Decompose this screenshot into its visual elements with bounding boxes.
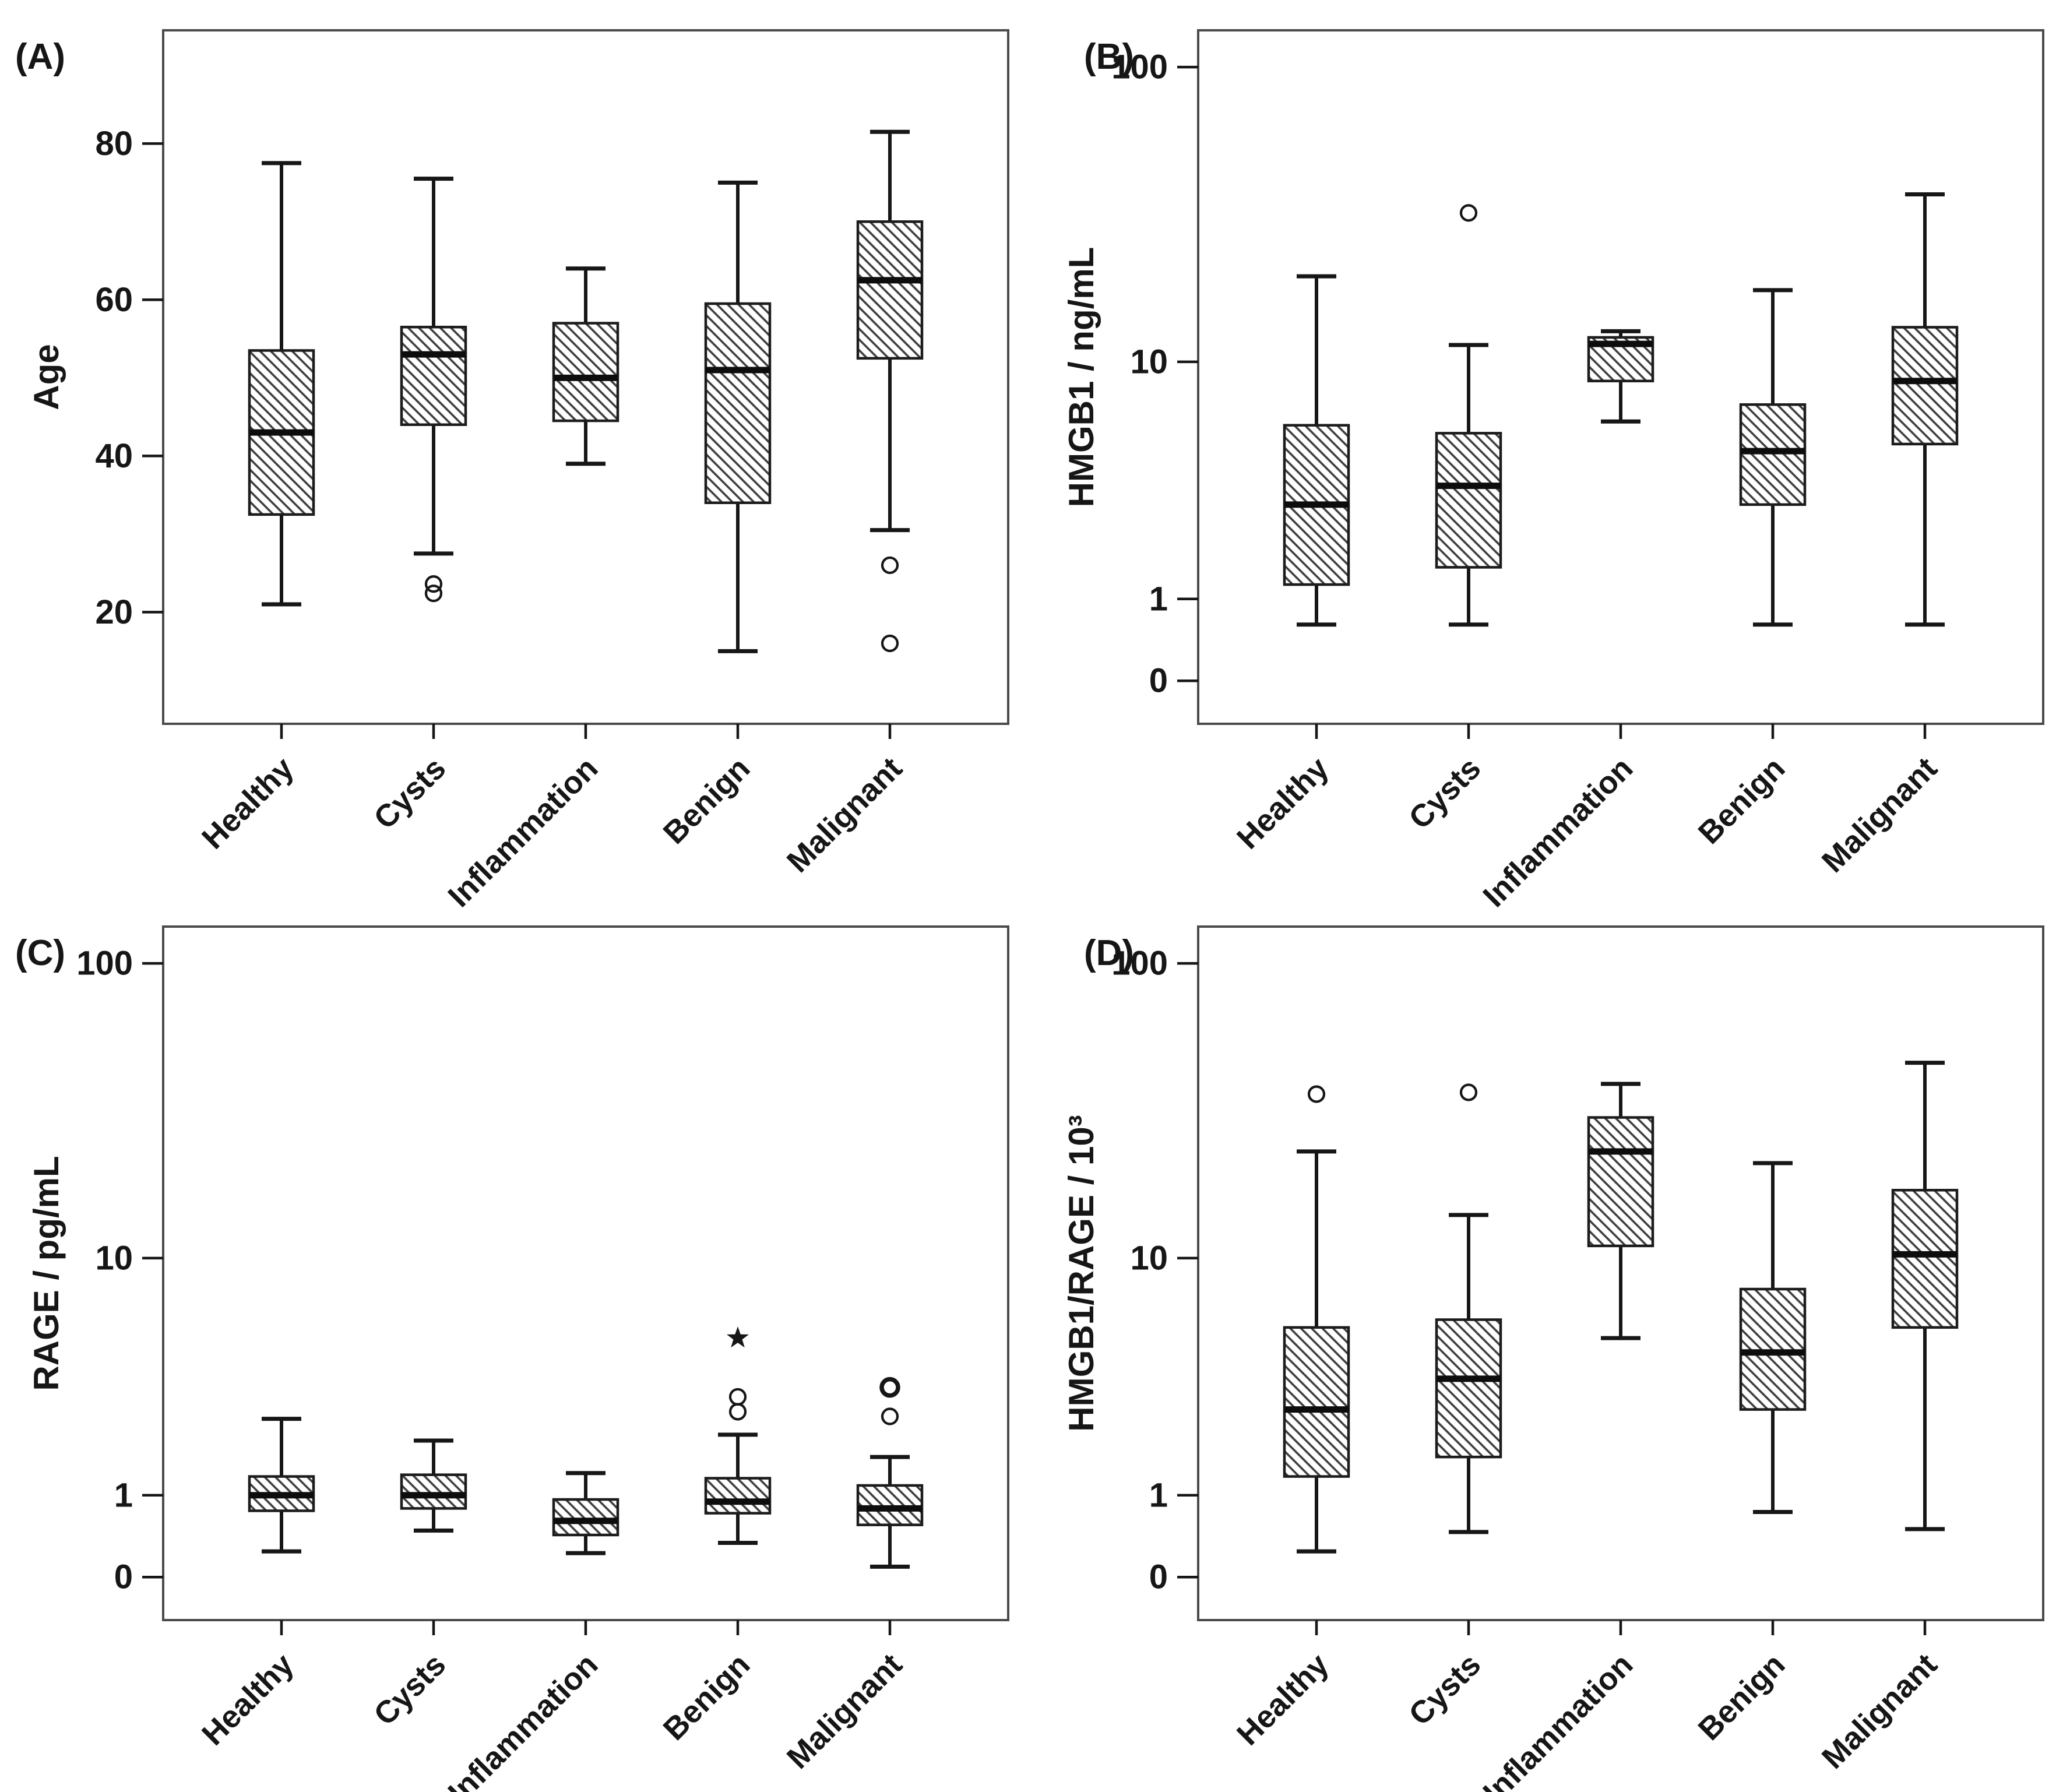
boxplot-benign xyxy=(704,180,772,653)
y-axis-title: HMGB1 / ng/mL xyxy=(1062,247,1101,508)
y-tick-label: 0 xyxy=(1149,662,1168,700)
y-tick-label: 1 xyxy=(1149,1476,1168,1514)
category-label: Cysts xyxy=(367,751,452,836)
panel-b: (B) HMGB1 / ng/mL 100 10 1 0 Healthy Cysts Infla… xyxy=(1035,0,2070,914)
outlier-circle xyxy=(424,585,443,603)
y-tick-label: 10 xyxy=(1130,343,1168,381)
outlier-circle xyxy=(881,634,899,653)
boxplot-cysts xyxy=(400,1438,467,1533)
boxplot-malignant xyxy=(1891,192,1959,627)
boxplot-malignant xyxy=(856,1376,924,1569)
category-label: Benign xyxy=(657,1647,757,1747)
iqr-box xyxy=(856,220,924,360)
iqr-box xyxy=(1891,326,1959,446)
panel-d: (D) HMGB1/RAGE / 10³ 100 10 1 0 Healthy Cysts In… xyxy=(1035,896,2070,1792)
boxplot-benign xyxy=(704,1326,772,1545)
category-label: Healthy xyxy=(1230,1647,1335,1752)
outlier-circle xyxy=(424,575,443,593)
y-tick-label: 10 xyxy=(95,1239,133,1277)
y-tick-label: 80 xyxy=(95,125,133,163)
boxplot-inflammation xyxy=(1587,329,1654,424)
iqr-box xyxy=(1739,403,1807,506)
outlier-circle xyxy=(881,556,899,575)
iqr-box xyxy=(704,1477,772,1515)
outlier-circle xyxy=(728,1388,747,1406)
panel-label: (C) xyxy=(15,933,65,973)
category-label: Healthy xyxy=(195,751,300,855)
category-label: Malignant xyxy=(780,751,909,879)
iqr-box xyxy=(704,302,772,505)
iqr-box xyxy=(552,1498,619,1537)
boxplot-inflammation xyxy=(552,266,619,466)
outlier-circle xyxy=(1459,1083,1478,1101)
category-label: Inflammation xyxy=(441,1647,604,1792)
iqr-box xyxy=(1435,1318,1502,1459)
category-label: Benign xyxy=(1692,1647,1792,1747)
boxplot-cysts xyxy=(1435,204,1502,627)
y-tick-label: 60 xyxy=(95,281,133,319)
outlier-circle xyxy=(1307,1085,1326,1103)
category-label: Inflammation xyxy=(1476,751,1639,914)
outlier-circle-bold xyxy=(879,1376,900,1398)
y-tick-label: 1 xyxy=(114,1476,133,1514)
y-tick-label: 10 xyxy=(1130,1239,1168,1277)
y-tick-label: 100 xyxy=(1111,48,1168,86)
category-label: Inflammation xyxy=(441,751,604,914)
y-tick-label: 1 xyxy=(1149,580,1168,618)
y-axis-title: RAGE / pg/mL xyxy=(27,1156,66,1390)
panel-label: (A) xyxy=(15,37,65,77)
boxplot-benign xyxy=(1739,1161,1807,1515)
category-label: Benign xyxy=(657,751,757,851)
y-tick-label: 0 xyxy=(114,1558,133,1596)
y-axis-title: Age xyxy=(27,344,66,410)
iqr-box xyxy=(1587,1116,1654,1248)
category-label: Cysts xyxy=(1402,1647,1487,1732)
boxplot-healthy xyxy=(1283,1085,1350,1554)
boxplot-malignant xyxy=(856,129,924,653)
category-label: Cysts xyxy=(367,1647,452,1732)
category-label: Malignant xyxy=(1815,1647,1944,1776)
category-label: Malignant xyxy=(1815,751,1944,879)
category-label: Healthy xyxy=(195,1647,300,1752)
y-axis-title: HMGB1/RAGE / 10³ xyxy=(1062,1115,1101,1431)
boxplot-healthy xyxy=(248,1417,315,1554)
y-tick-label: 40 xyxy=(95,437,133,475)
boxplot-healthy xyxy=(248,161,315,607)
boxplot-cysts xyxy=(400,177,467,603)
category-label: Healthy xyxy=(1230,751,1335,855)
iqr-box xyxy=(552,322,619,423)
iqr-box xyxy=(1283,1326,1350,1478)
boxplot-cysts xyxy=(1435,1083,1502,1534)
outlier-circle xyxy=(881,1407,899,1425)
category-label: Benign xyxy=(1692,751,1792,851)
iqr-box xyxy=(400,325,467,426)
panel-c: (C) RAGE / pg/mL 100 10 1 0 Healthy Cysts Inflam… xyxy=(0,896,1035,1792)
outlier-circle xyxy=(1459,204,1478,222)
boxplot-healthy xyxy=(1283,274,1350,627)
iqr-box xyxy=(1891,1189,1959,1329)
panel-label: (B) xyxy=(1084,37,1134,77)
boxplot-inflammation xyxy=(1587,1082,1654,1340)
y-tick-label: 100 xyxy=(76,945,133,983)
boxplot-benign xyxy=(1739,288,1807,627)
extreme-star xyxy=(727,1326,749,1348)
iqr-box xyxy=(856,1484,924,1526)
panel-a: (A) Age 80 60 40 20 Healthy Cysts Inflammation Be… xyxy=(0,0,1035,914)
iqr-box xyxy=(400,1473,467,1510)
y-tick-label: 0 xyxy=(1149,1558,1168,1596)
category-label: Inflammation xyxy=(1476,1647,1639,1792)
iqr-box xyxy=(1435,432,1502,569)
y-tick-label: 100 xyxy=(1111,945,1168,983)
boxplot-inflammation xyxy=(552,1471,619,1555)
y-tick-label: 20 xyxy=(95,593,133,631)
boxplot-malignant xyxy=(1891,1061,1959,1532)
category-label: Malignant xyxy=(780,1647,909,1776)
panel-label: (D) xyxy=(1084,933,1134,973)
category-label: Cysts xyxy=(1402,751,1487,836)
